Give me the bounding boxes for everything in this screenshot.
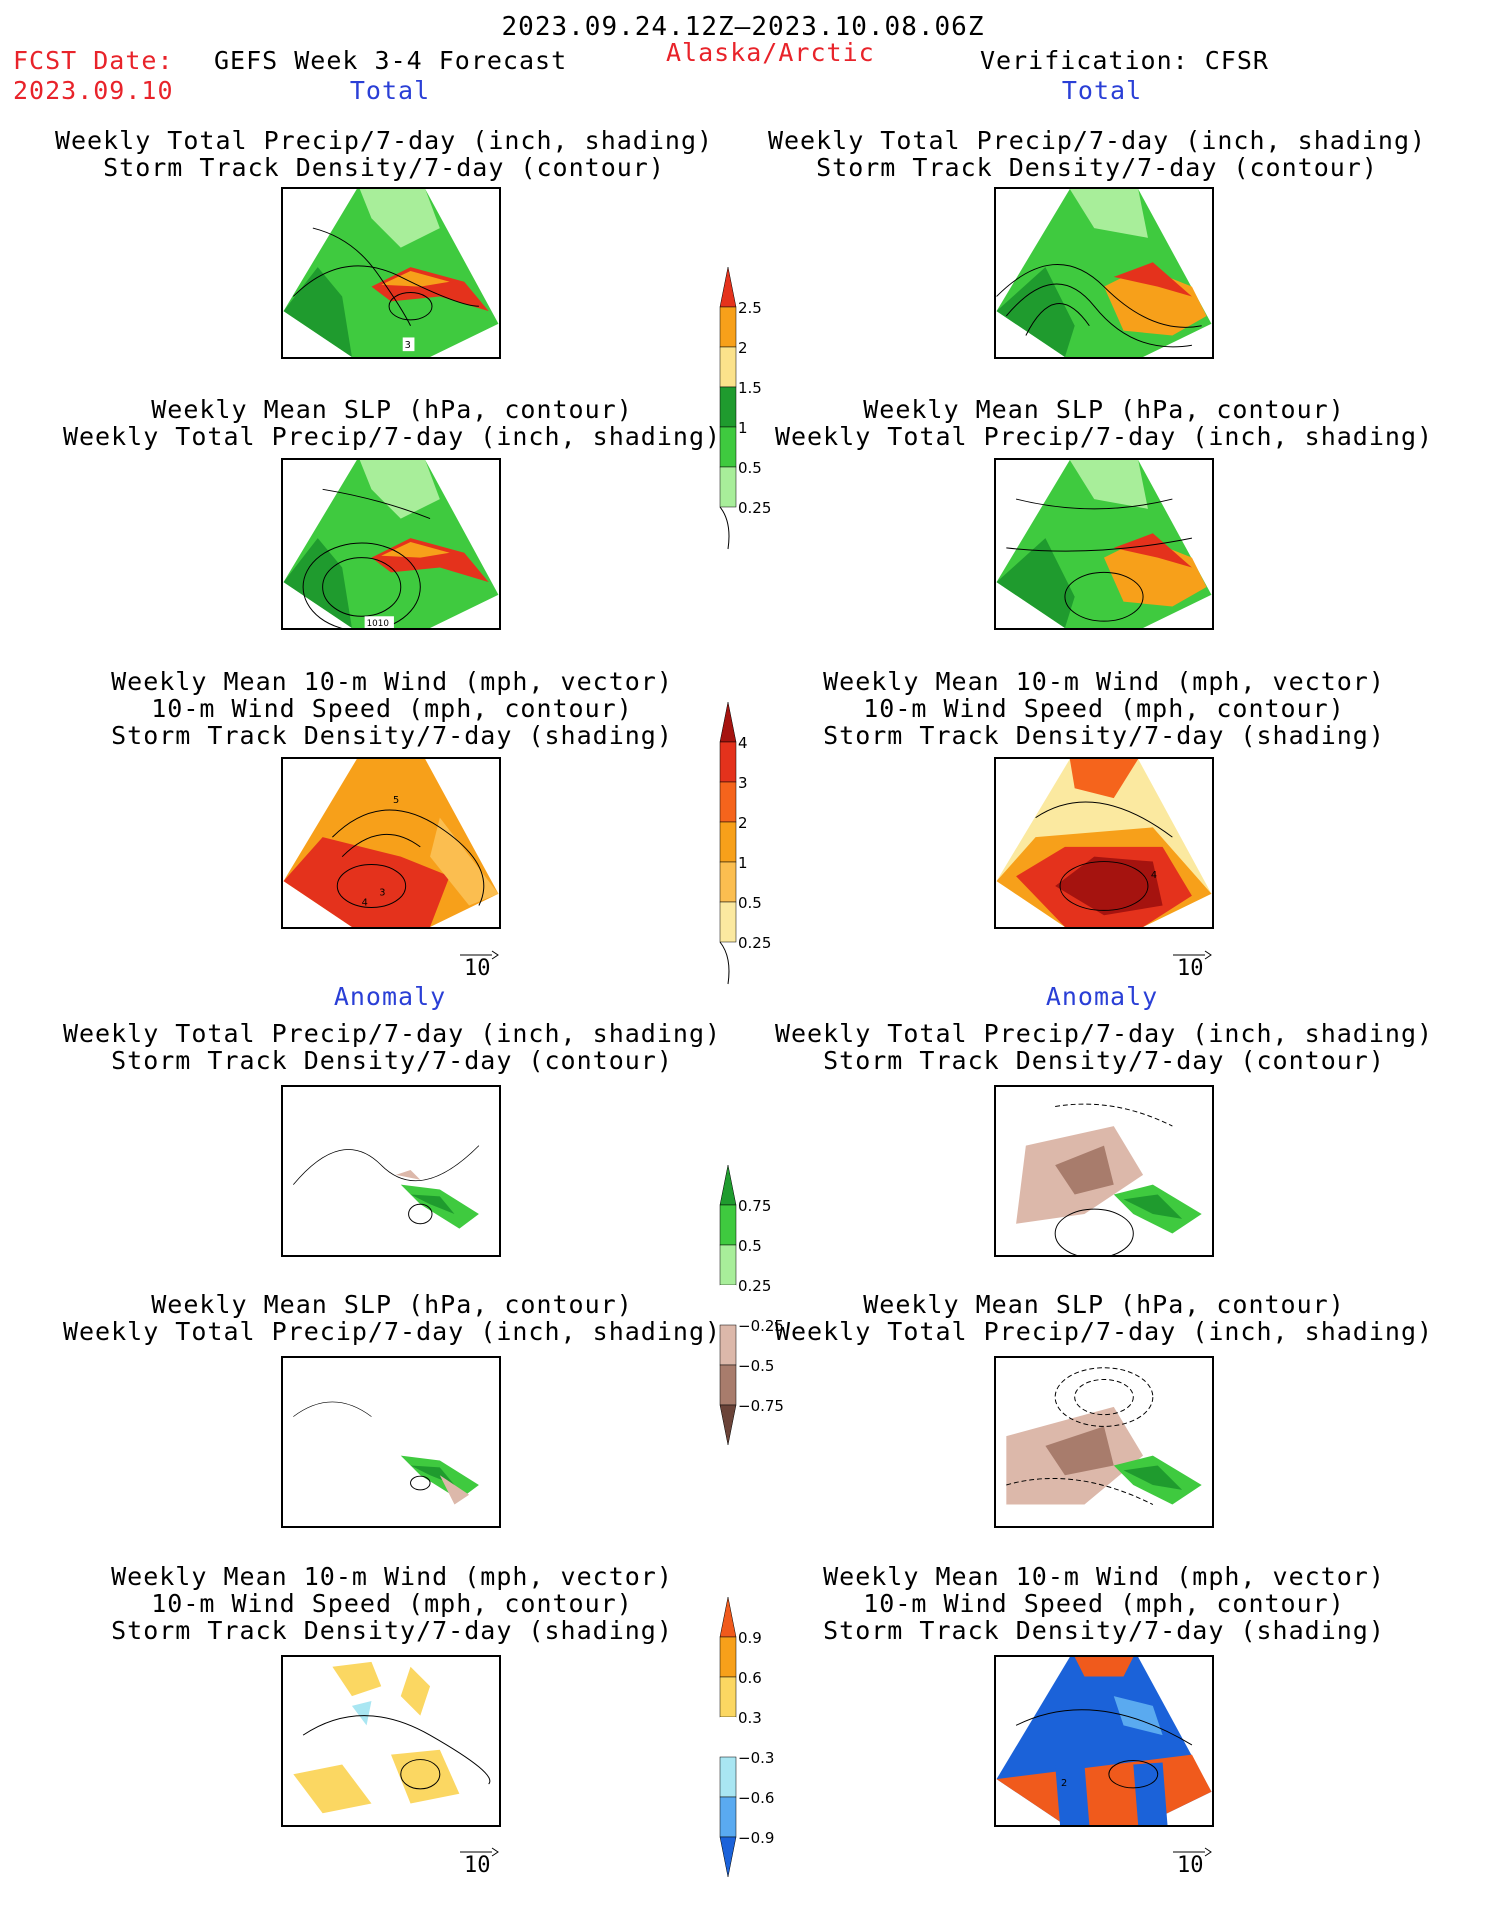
map-total-precip-forecast: 3 (281, 187, 501, 359)
vector-ref-total-right: 10 (1173, 945, 1213, 981)
vector-ref-total-left: 10 (460, 945, 500, 981)
map-label: 2 (1061, 1778, 1067, 1789)
map-label: 4 (362, 898, 368, 909)
map-label: 3 (405, 340, 411, 351)
section-anomaly-right: Anomaly (1045, 982, 1159, 1011)
map-anom-wind-forecast (281, 1655, 501, 1827)
map-label: 4 (1151, 870, 1157, 881)
vector-ref-anom-left: 10 (460, 1842, 500, 1878)
map-anom-precip-verification (994, 1085, 1214, 1257)
map-total-slp-forecast: 1010 (281, 458, 501, 630)
panel-title-total-wind-right: Weekly Mean 10-m Wind (mph, vector) 10-m… (823, 667, 1385, 750)
panel-title-anom-precip-right: Weekly Total Precip/7-day (inch, shading… (774, 1019, 1434, 1075)
panel-title-anom-wind-right: Weekly Mean 10-m Wind (mph, vector) 10-m… (823, 1562, 1385, 1645)
map-anom-slp-forecast (281, 1356, 501, 1528)
panel-title-total-precip-left: Weekly Total Precip/7-day (inch, shading… (54, 126, 714, 182)
panel-title-total-wind-left: Weekly Mean 10-m Wind (mph, vector) 10-m… (111, 667, 673, 750)
vector-ref-anom-right: 10 (1173, 1842, 1213, 1878)
map-total-wind-forecast: 5 3 4 (281, 757, 501, 929)
map-anom-slp-verification (994, 1356, 1214, 1528)
panel-title-anom-wind-left: Weekly Mean 10-m Wind (mph, vector) 10-m… (111, 1562, 673, 1645)
map-anom-precip-forecast (281, 1085, 501, 1257)
map-label: 1010 (367, 619, 389, 628)
map-anom-wind-verification: 2 (994, 1655, 1214, 1827)
verification-title: Verification: CFSR (980, 46, 1269, 75)
panel-title-anom-slp-left: Weekly Mean SLP (hPa, contour) Weekly To… (62, 1290, 722, 1346)
panel-title-total-precip-right: Weekly Total Precip/7-day (inch, shading… (767, 126, 1427, 182)
fcst-date-value: 2023.09.10 (13, 76, 174, 105)
fcst-date-label: FCST Date: (13, 46, 174, 75)
section-total-right: Total (1061, 76, 1143, 105)
map-label: 3 (379, 888, 385, 899)
date-range: 2023.09.24.12Z–2023.10.08.06Z (501, 12, 985, 42)
panel-title-total-slp-left: Weekly Mean SLP (hPa, contour) Weekly To… (62, 395, 722, 451)
colorbar-anom-storm: 0.9 0.6 0.3 −0.3 −0.6 −0.9 (718, 1597, 788, 1877)
map-total-precip-verification (994, 187, 1214, 359)
colorbar-total-precip: 2.5 2 1.5 1 0.5 0.25 (718, 267, 778, 552)
map-total-wind-verification: 4 (994, 757, 1214, 929)
panel-title-anom-precip-left: Weekly Total Precip/7-day (inch, shading… (62, 1019, 722, 1075)
section-anomaly-left: Anomaly (333, 982, 447, 1011)
colorbar-total-storm: 4 3 2 1 0.5 0.25 (718, 702, 778, 987)
panel-title-total-slp-right: Weekly Mean SLP (hPa, contour) Weekly To… (774, 395, 1434, 451)
panel-title-anom-slp-right: Weekly Mean SLP (hPa, contour) Weekly To… (774, 1290, 1434, 1346)
model-title: GEFS Week 3-4 Forecast (214, 46, 568, 75)
map-label: 5 (393, 795, 399, 806)
section-total-left: Total (349, 76, 431, 105)
colorbar-anom-precip: 0.75 0.5 0.25 −0.25 −0.5 −0.75 (718, 1165, 788, 1445)
map-total-slp-verification (994, 458, 1214, 630)
region-title: Alaska/Arctic (666, 38, 875, 67)
